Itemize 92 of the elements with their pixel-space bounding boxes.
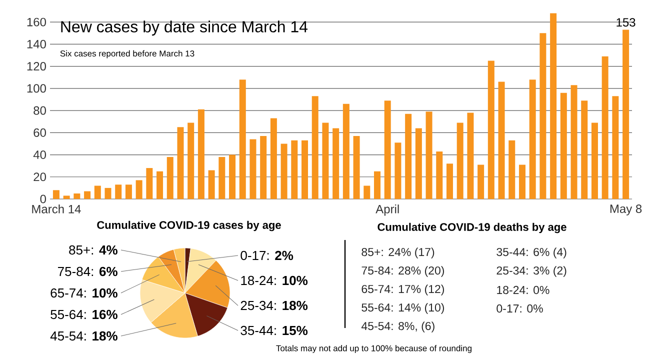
text: 25-34: 3% (2) — [496, 266, 566, 277]
bar — [498, 82, 505, 199]
bar — [104, 188, 112, 199]
text: 75-84: 28% (20) — [362, 266, 444, 277]
bar — [446, 164, 453, 199]
bar — [280, 144, 288, 199]
bar — [52, 190, 60, 199]
x-tick-label: April — [376, 204, 399, 216]
text: New cases by date since March 14 — [61, 20, 308, 36]
bar — [250, 139, 256, 199]
bar — [312, 96, 318, 199]
text: 45-54: 8%, (6) — [361, 322, 434, 332]
slice-label: 75-84: 6% — [58, 266, 118, 276]
bar — [302, 140, 308, 199]
slice-label: 0-17: 2% — [240, 250, 294, 260]
bar — [394, 142, 402, 199]
text: 85+: 24% (17) — [362, 248, 434, 258]
y-tick-label: 60 — [34, 128, 46, 137]
bar — [115, 184, 122, 199]
bar — [540, 33, 546, 199]
text: 55-64: 14% (10) — [362, 303, 444, 314]
y-tick-label: 120 — [27, 62, 46, 71]
text: 65-74: 17% (12) — [362, 284, 444, 296]
bar — [74, 193, 80, 199]
text: 0-17: 0% — [496, 304, 543, 313]
text: 35-44: 6% (4) — [496, 248, 566, 258]
bar — [270, 118, 277, 199]
data-label: 153 — [616, 18, 636, 27]
bar — [136, 180, 142, 199]
bar — [581, 100, 588, 199]
bar — [208, 170, 215, 199]
bar — [125, 184, 132, 199]
bar — [478, 164, 484, 199]
bar — [426, 112, 432, 199]
bar — [436, 151, 443, 199]
y-tick-label: 140 — [27, 40, 46, 48]
bar — [602, 56, 608, 199]
bar — [384, 100, 391, 199]
bar — [488, 60, 494, 199]
bar — [198, 109, 204, 199]
bar — [166, 156, 174, 199]
bar — [353, 136, 360, 199]
bar — [322, 122, 329, 199]
bar — [156, 171, 164, 199]
bar — [529, 80, 536, 199]
bar — [550, 13, 557, 199]
slice-label: 45-54: 18% — [50, 331, 118, 341]
bar — [342, 104, 350, 199]
bar — [332, 128, 340, 199]
text: Six cases reported before March 13 — [60, 50, 194, 58]
bar — [467, 112, 474, 199]
bar — [415, 128, 422, 199]
bar — [218, 156, 226, 199]
bar — [518, 164, 526, 199]
bar — [63, 196, 70, 199]
y-tick-label: 80 — [34, 106, 46, 115]
y-tick-label: 100 — [27, 84, 46, 93]
bar — [188, 122, 194, 199]
bar — [229, 154, 236, 199]
text: 18-24: 0% — [497, 286, 550, 294]
bar — [364, 186, 370, 199]
bar — [612, 96, 619, 199]
bar — [146, 168, 153, 199]
bar — [570, 85, 578, 199]
bar — [405, 114, 412, 199]
bar — [508, 140, 516, 199]
slice-label: 25-34: 18% — [240, 300, 308, 310]
x-tick-label: March 14 — [32, 204, 81, 214]
bar — [374, 171, 380, 199]
slice-label: 35-44: 15% — [240, 326, 308, 336]
text: Cumulative COVID-19 deaths by age — [378, 222, 566, 234]
slice-label: 85+: 4% — [69, 245, 118, 255]
bar — [94, 186, 101, 199]
slice-label: 18-24: 10% — [241, 276, 308, 286]
y-tick-label: 160 — [27, 18, 46, 26]
bar — [239, 80, 246, 199]
chart-title: Cumulative COVID-19 cases by age — [97, 220, 281, 232]
bar — [456, 122, 464, 199]
text: Totals may not add up to 100% because of rounding — [276, 345, 472, 353]
bar — [622, 30, 630, 199]
slice-label: 55-64: 16% — [50, 310, 118, 320]
y-tick-label: 20 — [34, 172, 46, 182]
bar — [291, 140, 298, 199]
slice-label: 65-74: 10% — [50, 288, 118, 298]
bar — [260, 136, 267, 199]
y-tick-label: 40 — [33, 150, 46, 160]
x-tick-label: May 8 — [610, 204, 642, 216]
bar — [177, 127, 184, 199]
bar — [84, 191, 91, 199]
bar — [591, 122, 598, 199]
bar — [560, 92, 567, 199]
y-tick-label: 0 — [40, 194, 46, 204]
